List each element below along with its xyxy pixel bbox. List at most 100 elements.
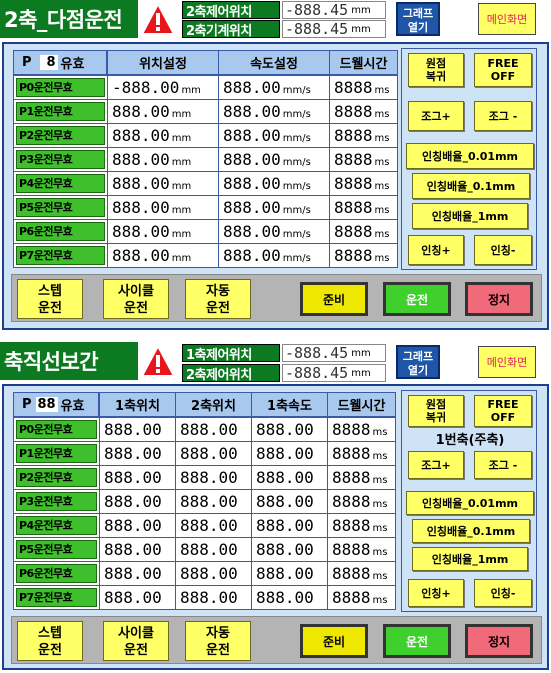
axis2-position-input[interactable]: 888.00: [175, 465, 252, 490]
inch-ratio-1-button[interactable]: 인칭배율_1mm: [412, 203, 528, 229]
dwell-input[interactable]: 8888 ms: [327, 417, 396, 442]
axis2-position-input[interactable]: 888.00: [175, 513, 252, 538]
dwell-input[interactable]: 8888 ms: [327, 465, 396, 490]
axis1-position-input[interactable]: 888.00: [99, 417, 176, 442]
row-enable-button[interactable]: P1운전무효: [13, 441, 100, 466]
cycle-run-button[interactable]: 사이클 운전: [103, 621, 169, 661]
free-off-button[interactable]: FREE OFF: [474, 395, 532, 427]
axis1-position-input[interactable]: 888.00: [99, 465, 176, 490]
row-enable-button[interactable]: P5운전무효: [13, 537, 100, 562]
row-enable-button[interactable]: P0운전무효: [13, 417, 100, 442]
dwell-input[interactable]: 8888 ms: [327, 585, 396, 610]
dwell-input[interactable]: 8888 ms: [329, 243, 398, 268]
position-input[interactable]: 888.00 mm: [107, 99, 219, 124]
dwell-input[interactable]: 8888 ms: [327, 561, 396, 586]
axis1-speed-input[interactable]: 888.00: [251, 537, 328, 562]
speed-input[interactable]: 888.00 mm/s: [218, 99, 330, 124]
inch-ratio-1-button[interactable]: 인칭배율_1mm: [412, 547, 528, 571]
inch-minus-button[interactable]: 인칭-: [474, 235, 532, 265]
row-enable-button[interactable]: P6운전무효: [13, 561, 100, 586]
row-enable-button[interactable]: P2운전무효: [13, 123, 108, 148]
stop-button[interactable]: 정지: [465, 282, 533, 316]
speed-input[interactable]: 888.00 mm/s: [218, 75, 330, 100]
axis1-position-input[interactable]: 888.00: [99, 441, 176, 466]
inch-minus-button[interactable]: 인칭-: [474, 579, 532, 607]
speed-input[interactable]: 888.00 mm/s: [218, 171, 330, 196]
dwell-input[interactable]: 8888 ms: [329, 195, 398, 220]
dwell-input[interactable]: 8888 ms: [329, 171, 398, 196]
inch-ratio-001-button[interactable]: 인칭배율_0.01mm: [406, 491, 534, 515]
row-enable-button[interactable]: P2운전무효: [13, 465, 100, 490]
speed-input[interactable]: 888.00 mm/s: [218, 219, 330, 244]
axis1-speed-input[interactable]: 888.00: [251, 513, 328, 538]
axis1-position-input[interactable]: 888.00: [99, 537, 176, 562]
step-run-button[interactable]: 스텝 운전: [17, 279, 83, 319]
dwell-input[interactable]: 8888 ms: [329, 219, 398, 244]
axis2-position-input[interactable]: 888.00: [175, 417, 252, 442]
ready-button[interactable]: 준비: [300, 282, 368, 316]
dwell-input[interactable]: 8888 ms: [327, 513, 396, 538]
run-button[interactable]: 운전: [383, 282, 451, 316]
axis1-speed-input[interactable]: 888.00: [251, 417, 328, 442]
inch-plus-button[interactable]: 인칭+: [408, 235, 464, 265]
row-enable-button[interactable]: P5운전무효: [13, 195, 108, 220]
axis1-position-input[interactable]: 888.00: [99, 513, 176, 538]
speed-input[interactable]: 888.00 mm/s: [218, 147, 330, 172]
stop-button[interactable]: 정지: [465, 624, 533, 658]
axis1-speed-input[interactable]: 888.00: [251, 489, 328, 514]
row-enable-button[interactable]: P7운전무효: [13, 585, 100, 610]
row-enable-button[interactable]: P7운전무효: [13, 243, 108, 268]
jog-minus-button[interactable]: 조그 -: [474, 451, 532, 479]
open-graph-button[interactable]: 그래프 열기: [396, 2, 440, 36]
position-input[interactable]: 888.00 mm: [107, 171, 219, 196]
run-button[interactable]: 운전: [383, 624, 451, 658]
cycle-run-button[interactable]: 사이클 운전: [103, 279, 169, 319]
row-enable-button[interactable]: P3운전무효: [13, 489, 100, 514]
dwell-input[interactable]: 8888 ms: [327, 489, 396, 514]
axis2-position-input[interactable]: 888.00: [175, 537, 252, 562]
inch-ratio-001-button[interactable]: 인칭배율_0.01mm: [406, 143, 534, 169]
axis2-position-input[interactable]: 888.00: [175, 441, 252, 466]
axis1-position-input[interactable]: 888.00: [99, 561, 176, 586]
auto-run-button[interactable]: 자동 운전: [185, 621, 251, 661]
home-return-button[interactable]: 원점 복귀: [408, 53, 464, 87]
speed-input[interactable]: 888.00 mm/s: [218, 243, 330, 268]
jog-plus-button[interactable]: 조그+: [408, 451, 464, 479]
inch-ratio-01-button[interactable]: 인칭배율_0.1mm: [412, 519, 530, 543]
ready-button[interactable]: 준비: [300, 624, 368, 658]
speed-input[interactable]: 888.00 mm/s: [218, 123, 330, 148]
position-input[interactable]: 888.00 mm: [107, 195, 219, 220]
free-off-button[interactable]: FREE OFF: [474, 53, 532, 87]
auto-run-button[interactable]: 자동 운전: [185, 279, 251, 319]
point-input[interactable]: 88: [35, 397, 58, 412]
row-enable-button[interactable]: P1운전무효: [13, 99, 108, 124]
dwell-input[interactable]: 8888 ms: [329, 123, 398, 148]
dwell-input[interactable]: 8888 ms: [329, 147, 398, 172]
dwell-input[interactable]: 8888 ms: [327, 441, 396, 466]
point-input[interactable]: 8: [39, 55, 58, 70]
position-input[interactable]: 888.00 mm: [107, 147, 219, 172]
inch-plus-button[interactable]: 인칭+: [408, 579, 464, 607]
dwell-input[interactable]: 8888 ms: [327, 537, 396, 562]
axis1-position-input[interactable]: 888.00: [99, 489, 176, 514]
row-enable-button[interactable]: P4운전무효: [13, 513, 100, 538]
axis1-speed-input[interactable]: 888.00: [251, 441, 328, 466]
row-enable-button[interactable]: P6운전무효: [13, 219, 108, 244]
main-screen-button[interactable]: 메인화면: [478, 346, 536, 378]
axis1-speed-input[interactable]: 888.00: [251, 465, 328, 490]
row-enable-button[interactable]: P0운전무효: [13, 75, 108, 100]
dwell-input[interactable]: 8888 ms: [329, 99, 398, 124]
jog-minus-button[interactable]: 조그 -: [474, 101, 532, 131]
row-enable-button[interactable]: P3운전무효: [13, 147, 108, 172]
position-input[interactable]: -888.00 mm: [107, 75, 219, 100]
main-screen-button[interactable]: 메인화면: [478, 3, 536, 35]
speed-input[interactable]: 888.00 mm/s: [218, 195, 330, 220]
dwell-input[interactable]: 8888 ms: [329, 75, 398, 100]
position-input[interactable]: 888.00 mm: [107, 219, 219, 244]
axis2-position-input[interactable]: 888.00: [175, 489, 252, 514]
step-run-button[interactable]: 스텝 운전: [17, 621, 83, 661]
home-return-button[interactable]: 원점 복귀: [408, 395, 464, 427]
open-graph-button[interactable]: 그래프 열기: [396, 345, 440, 379]
inch-ratio-01-button[interactable]: 인칭배율_0.1mm: [412, 173, 530, 199]
position-input[interactable]: 888.00 mm: [107, 123, 219, 148]
